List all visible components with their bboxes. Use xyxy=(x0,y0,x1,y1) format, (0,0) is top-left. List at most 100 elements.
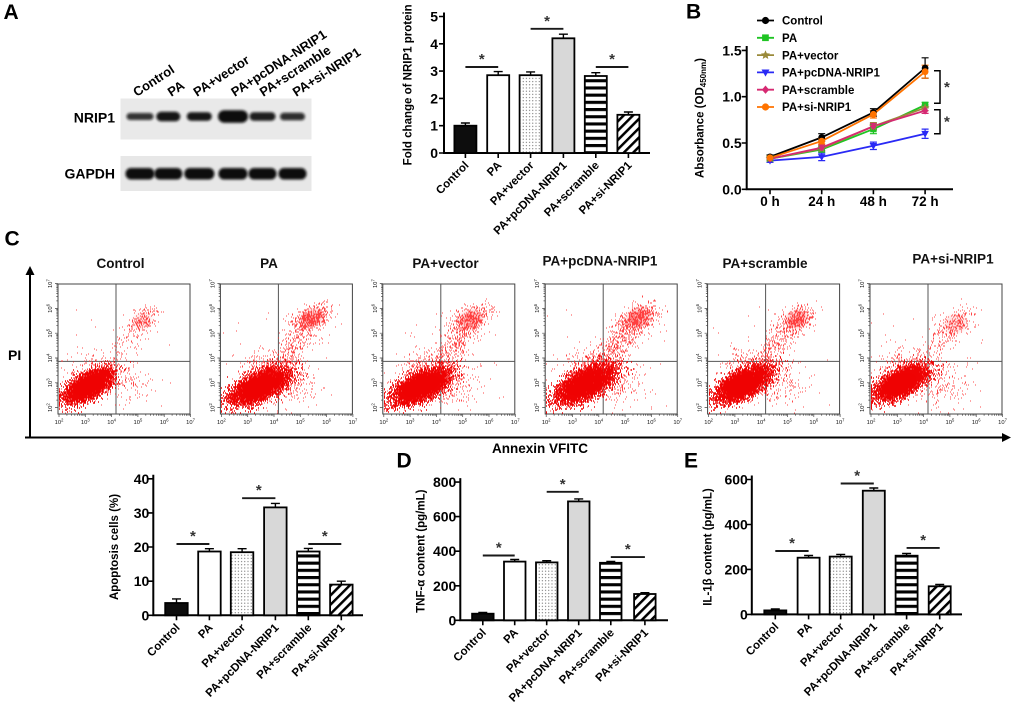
svg-text:*: * xyxy=(479,51,485,68)
svg-text:0: 0 xyxy=(449,612,457,628)
svg-text:103: 103 xyxy=(243,418,252,426)
svg-text:103: 103 xyxy=(568,418,577,426)
svg-text:*: * xyxy=(256,482,262,499)
svg-text:*: * xyxy=(322,528,328,545)
svg-text:Control: Control xyxy=(97,256,145,271)
svg-text:104: 104 xyxy=(432,418,441,426)
svg-text:Control: Control xyxy=(782,16,823,28)
svg-text:0 h: 0 h xyxy=(760,194,780,209)
svg-text:103: 103 xyxy=(406,418,415,426)
svg-text:105: 105 xyxy=(695,328,703,337)
svg-text:107: 107 xyxy=(208,279,216,288)
svg-text:30: 30 xyxy=(134,505,150,521)
svg-text:104: 104 xyxy=(858,353,866,362)
svg-text:107: 107 xyxy=(998,418,1007,426)
svg-text:105: 105 xyxy=(370,328,378,337)
svg-text:2: 2 xyxy=(430,90,438,106)
svg-text:PA+si-NRIP1: PA+si-NRIP1 xyxy=(912,252,994,267)
svg-text:105: 105 xyxy=(858,328,866,337)
svg-text:102: 102 xyxy=(695,403,703,412)
svg-text:*: * xyxy=(854,468,860,485)
svg-text:Absorbance (OD450nm): Absorbance (OD450nm) xyxy=(695,58,709,178)
svg-text:PA+scramble: PA+scramble xyxy=(723,256,808,271)
svg-text:GAPDH: GAPDH xyxy=(64,166,115,182)
svg-text:106: 106 xyxy=(46,303,54,312)
svg-text:106: 106 xyxy=(370,303,378,312)
svg-text:106: 106 xyxy=(322,418,331,426)
svg-text:102: 102 xyxy=(867,418,876,426)
svg-text:*: * xyxy=(190,528,196,545)
svg-text:PA+pcDNA-NRIP1: PA+pcDNA-NRIP1 xyxy=(782,68,880,80)
svg-text:*: * xyxy=(560,476,566,493)
svg-text:104: 104 xyxy=(107,418,116,426)
svg-text:103: 103 xyxy=(46,378,54,387)
svg-text:24 h: 24 h xyxy=(808,194,835,209)
svg-text:103: 103 xyxy=(893,418,902,426)
svg-text:102: 102 xyxy=(370,403,378,412)
svg-text:103: 103 xyxy=(858,378,866,387)
svg-text:103: 103 xyxy=(533,378,541,387)
svg-text:105: 105 xyxy=(621,418,630,426)
svg-text:102: 102 xyxy=(208,403,216,412)
svg-text:103: 103 xyxy=(208,378,216,387)
svg-text:800: 800 xyxy=(433,474,457,490)
svg-text:B: B xyxy=(686,0,701,23)
svg-text:Fold change of NRIP1 protein: Fold change of NRIP1 protein xyxy=(402,4,414,165)
svg-text:106: 106 xyxy=(858,303,866,312)
svg-text:40: 40 xyxy=(134,471,150,487)
svg-text:4: 4 xyxy=(430,36,438,52)
svg-text:104: 104 xyxy=(208,353,216,362)
svg-text:3: 3 xyxy=(430,63,438,79)
svg-text:107: 107 xyxy=(836,418,845,426)
svg-text:PA: PA xyxy=(260,256,278,271)
svg-text:107: 107 xyxy=(46,279,54,288)
svg-text:*: * xyxy=(544,13,550,30)
svg-text:200: 200 xyxy=(433,578,457,594)
svg-text:PA+scramble: PA+scramble xyxy=(782,85,854,97)
svg-text:PA+si-NRIP1: PA+si-NRIP1 xyxy=(782,102,852,114)
svg-text:105: 105 xyxy=(946,418,955,426)
svg-text:10: 10 xyxy=(134,573,150,589)
svg-text:400: 400 xyxy=(433,543,457,559)
svg-text:107: 107 xyxy=(370,279,378,288)
svg-text:PA: PA xyxy=(782,33,797,45)
svg-text:107: 107 xyxy=(349,418,358,426)
svg-text:600: 600 xyxy=(724,472,748,488)
svg-text:105: 105 xyxy=(296,418,305,426)
svg-text:*: * xyxy=(496,540,502,557)
svg-text:0.5: 0.5 xyxy=(722,135,742,151)
svg-text:*: * xyxy=(789,535,795,552)
svg-text:103: 103 xyxy=(81,418,90,426)
svg-text:0: 0 xyxy=(142,607,150,623)
svg-text:106: 106 xyxy=(533,303,541,312)
svg-text:104: 104 xyxy=(594,418,603,426)
svg-text:1.0: 1.0 xyxy=(722,89,742,105)
svg-text:106: 106 xyxy=(160,418,169,426)
svg-text:103: 103 xyxy=(370,378,378,387)
svg-text:107: 107 xyxy=(511,418,520,426)
svg-text:5: 5 xyxy=(430,9,438,25)
svg-text:IL-1β content (pg/mL): IL-1β content (pg/mL) xyxy=(702,488,714,606)
svg-text:PA+vector: PA+vector xyxy=(782,50,839,62)
svg-text:1.5: 1.5 xyxy=(722,42,742,58)
svg-text:104: 104 xyxy=(533,353,541,362)
svg-text:103: 103 xyxy=(731,418,740,426)
svg-text:104: 104 xyxy=(270,418,279,426)
svg-text:*: * xyxy=(625,541,631,558)
svg-text:107: 107 xyxy=(858,279,866,288)
svg-text:104: 104 xyxy=(695,353,703,362)
svg-text:*: * xyxy=(920,532,926,549)
svg-text:TNF-α content (pg/mL): TNF-α content (pg/mL) xyxy=(416,489,428,612)
svg-text:Annexin VFITC: Annexin VFITC xyxy=(492,441,588,456)
svg-text:A: A xyxy=(4,1,19,24)
svg-text:105: 105 xyxy=(46,328,54,337)
svg-text:106: 106 xyxy=(647,418,656,426)
svg-text:106: 106 xyxy=(695,303,703,312)
svg-text:102: 102 xyxy=(542,418,551,426)
svg-text:102: 102 xyxy=(217,418,226,426)
svg-text:*: * xyxy=(944,79,950,96)
svg-text:105: 105 xyxy=(533,328,541,337)
svg-text:0: 0 xyxy=(740,606,748,622)
svg-text:600: 600 xyxy=(433,509,457,525)
svg-text:106: 106 xyxy=(208,303,216,312)
